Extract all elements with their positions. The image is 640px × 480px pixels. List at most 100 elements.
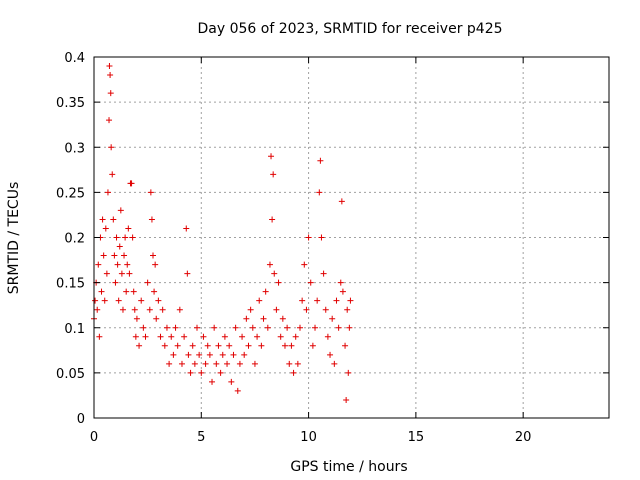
data-point	[245, 342, 252, 349]
data-point	[264, 324, 271, 331]
data-point	[217, 369, 224, 376]
data-point	[170, 351, 177, 358]
y-tick-label: 0.1	[64, 322, 85, 337]
data-point	[117, 207, 124, 214]
data-point	[118, 270, 125, 277]
data-point	[116, 243, 123, 250]
data-point	[294, 360, 301, 367]
data-point	[104, 189, 111, 196]
data-point	[346, 324, 353, 331]
data-point	[107, 90, 114, 97]
data-point	[183, 225, 190, 232]
data-point	[136, 342, 143, 349]
data-point	[128, 180, 135, 187]
data-point	[150, 252, 157, 259]
data-point	[228, 378, 235, 385]
data-point	[129, 234, 136, 241]
data-point	[126, 270, 133, 277]
y-tick-label: 0.4	[64, 51, 85, 66]
data-point	[224, 360, 231, 367]
data-point	[271, 270, 278, 277]
data-points	[91, 63, 354, 403]
x-tick-label: 5	[197, 430, 205, 445]
axis-ticks: 0 5 10 15 20 0 0.05 0.1 0.15 0.2 0.25 0.3 0.35 0.4	[56, 51, 609, 445]
data-point	[166, 360, 173, 367]
data-point	[239, 333, 246, 340]
data-point	[236, 360, 243, 367]
data-point	[100, 252, 107, 259]
data-point	[187, 369, 194, 376]
data-point	[254, 333, 261, 340]
data-point	[331, 360, 338, 367]
data-point	[114, 261, 121, 268]
y-axis-title: SRMTID / TECUs	[6, 182, 22, 295]
data-point	[94, 306, 101, 313]
data-point	[185, 351, 192, 358]
data-point	[119, 306, 126, 313]
data-point	[312, 324, 319, 331]
data-point	[102, 225, 109, 232]
x-tick-label: 10	[300, 430, 317, 445]
data-point	[247, 306, 254, 313]
data-point	[290, 369, 297, 376]
data-point	[343, 396, 350, 403]
data-point	[95, 261, 102, 268]
data-point	[122, 234, 129, 241]
data-point	[178, 360, 185, 367]
data-point	[189, 342, 196, 349]
y-tick-label: 0.25	[56, 186, 85, 201]
data-point	[320, 270, 327, 277]
data-point	[184, 270, 191, 277]
data-point	[200, 333, 207, 340]
data-point	[215, 342, 222, 349]
data-point	[163, 324, 170, 331]
data-point	[99, 216, 106, 223]
data-point	[316, 189, 323, 196]
data-point	[107, 72, 114, 79]
data-point	[337, 279, 344, 286]
data-point	[256, 297, 263, 304]
data-point	[275, 279, 282, 286]
data-point	[191, 360, 198, 367]
data-point	[333, 297, 340, 304]
data-point	[130, 288, 137, 295]
data-point	[329, 315, 336, 322]
data-point	[262, 288, 269, 295]
data-point	[211, 324, 218, 331]
data-point	[194, 324, 200, 331]
data-point	[281, 342, 288, 349]
data-point	[292, 333, 299, 340]
data-point	[101, 297, 108, 304]
data-point	[335, 324, 342, 331]
data-point	[125, 225, 132, 232]
data-point	[176, 306, 183, 313]
data-point	[124, 261, 131, 268]
data-point	[155, 297, 162, 304]
data-point	[159, 306, 166, 313]
data-point	[327, 351, 334, 358]
data-point	[152, 261, 159, 268]
data-point	[109, 171, 116, 178]
data-point	[174, 342, 181, 349]
data-point	[314, 297, 321, 304]
data-point	[307, 279, 314, 286]
data-point	[339, 288, 346, 295]
data-point	[146, 306, 153, 313]
data-point	[112, 279, 119, 286]
data-point	[213, 360, 220, 367]
data-point	[345, 369, 352, 376]
data-point	[269, 216, 276, 223]
data-point	[96, 333, 103, 340]
data-point	[108, 144, 115, 151]
data-point	[142, 333, 149, 340]
y-tick-label: 0.05	[56, 367, 85, 382]
data-point	[123, 288, 130, 295]
x-axis-title: GPS time / hours	[290, 459, 407, 475]
data-point	[317, 157, 324, 164]
data-point	[299, 297, 306, 304]
data-point	[181, 333, 188, 340]
data-point	[115, 297, 122, 304]
data-point	[270, 171, 277, 178]
